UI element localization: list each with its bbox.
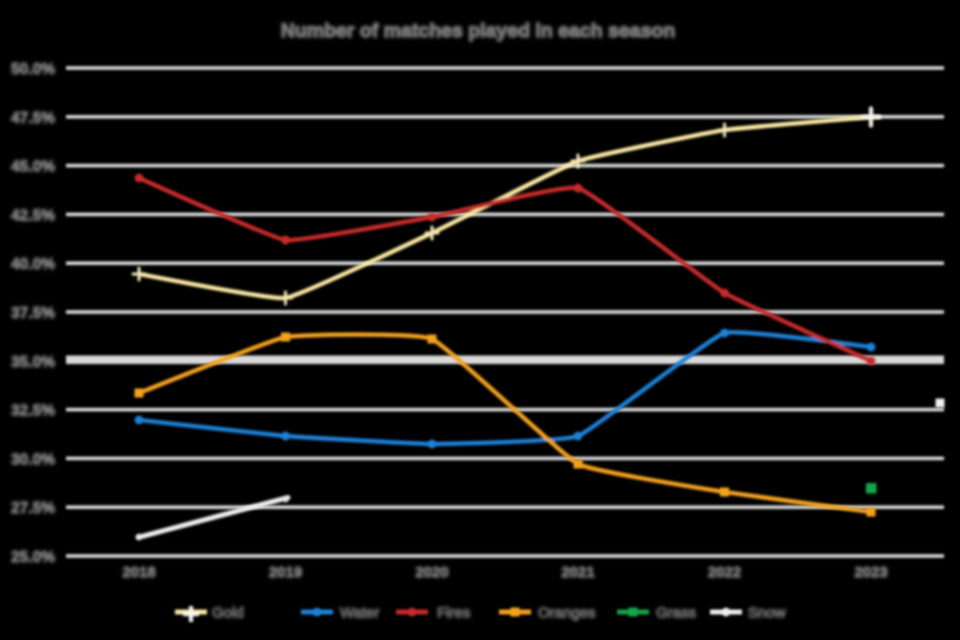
svg-text:35.0%: 35.0% xyxy=(11,354,55,371)
svg-text:47.5%: 47.5% xyxy=(11,110,55,127)
svg-text:45.0%: 45.0% xyxy=(11,159,55,176)
svg-text:2021: 2021 xyxy=(561,564,594,581)
svg-text:37.5%: 37.5% xyxy=(11,305,55,322)
svg-text:2018: 2018 xyxy=(122,564,155,581)
svg-text:27.5%: 27.5% xyxy=(11,500,55,517)
svg-text:40.0%: 40.0% xyxy=(11,256,55,273)
svg-text:Gold: Gold xyxy=(212,605,244,622)
svg-text:25.0%: 25.0% xyxy=(11,549,55,566)
svg-text:32.5%: 32.5% xyxy=(11,403,55,420)
svg-text:42.5%: 42.5% xyxy=(11,207,55,224)
svg-text:2023: 2023 xyxy=(854,564,887,581)
svg-text:30.0%: 30.0% xyxy=(11,451,55,468)
svg-text:2019: 2019 xyxy=(269,564,302,581)
svg-text:Water: Water xyxy=(340,605,379,622)
svg-text:Snow: Snow xyxy=(748,605,786,622)
svg-text:Grass: Grass xyxy=(656,605,696,622)
svg-text:Oranges: Oranges xyxy=(538,605,596,622)
svg-text:Number of matches played in ea: Number of matches played in each season xyxy=(281,20,675,42)
svg-text:2022: 2022 xyxy=(708,564,741,581)
svg-text:50.0%: 50.0% xyxy=(11,61,55,78)
svg-text:Fires: Fires xyxy=(437,605,470,622)
svg-text:2020: 2020 xyxy=(415,564,448,581)
